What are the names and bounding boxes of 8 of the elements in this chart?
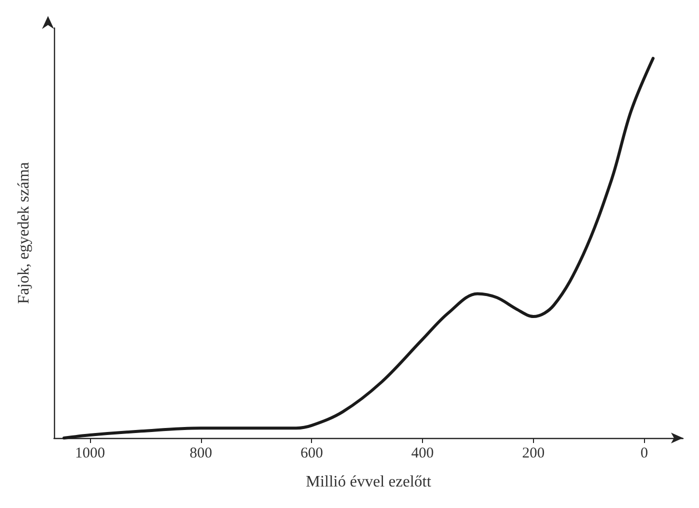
x-tick-label: 1000 xyxy=(75,446,106,462)
x-tick-label: 200 xyxy=(522,446,545,462)
x-axis-title: Millió évvel ezelőtt xyxy=(306,474,432,490)
y-axis-title: Fajok, egyedek száma xyxy=(16,162,32,304)
x-tick-label: 0 xyxy=(640,446,648,462)
x-tick-label: 800 xyxy=(190,446,212,462)
x-tick-label: 600 xyxy=(300,446,323,462)
x-tick-label: 400 xyxy=(411,446,434,462)
